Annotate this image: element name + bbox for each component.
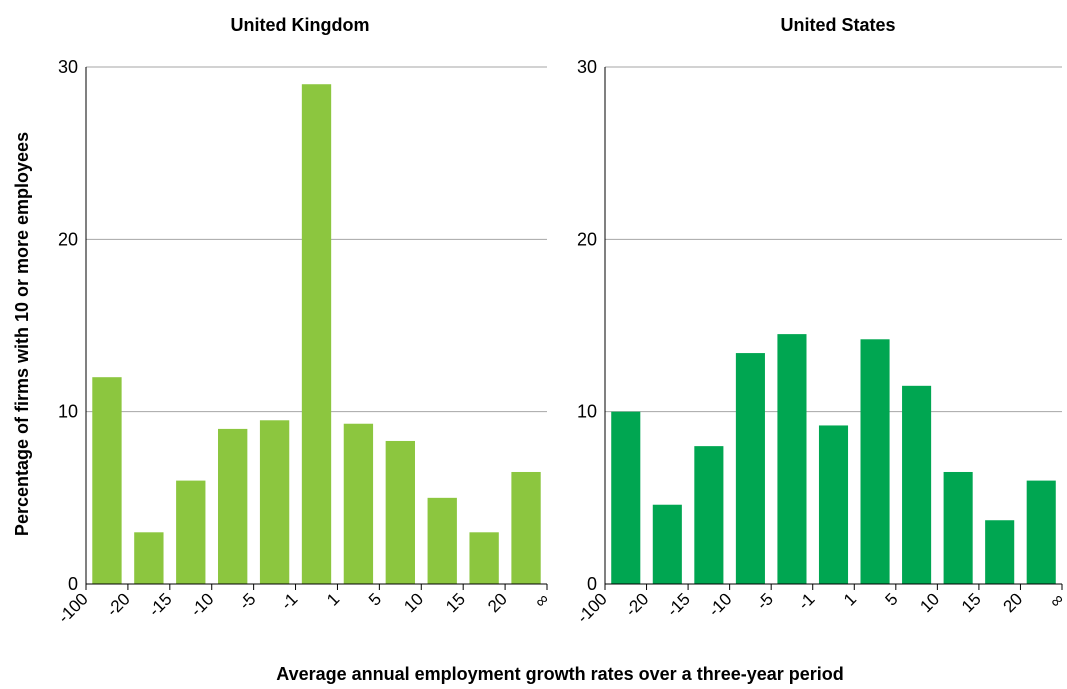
- bar-united-states-1: [611, 411, 641, 584]
- x-tick-label-united-states-6: 1: [840, 589, 860, 609]
- bar-united-kingdom-3: [176, 480, 206, 584]
- y-tick-label-united-kingdom-20: 20: [58, 229, 78, 249]
- y-tick-label-united-states-10: 10: [577, 402, 597, 422]
- panel-title-united-states: United States: [780, 15, 895, 35]
- bar-united-kingdom-8: [385, 440, 415, 584]
- bar-united-states-7: [860, 339, 890, 584]
- x-tick-label-united-kingdom-9: 15: [442, 589, 469, 616]
- x-tick-label-united-kingdom-4: -5: [235, 589, 259, 613]
- bar-united-kingdom-2: [134, 532, 164, 584]
- x-tick-label-united-states-2: -15: [663, 589, 694, 620]
- bar-united-kingdom-1: [92, 377, 122, 584]
- x-tick-label-united-states-1: -20: [622, 589, 653, 620]
- x-tick-label-united-states-7: 5: [882, 589, 902, 609]
- bar-united-states-6: [818, 425, 849, 584]
- x-tick-label-united-states-9: 15: [958, 589, 985, 616]
- y-tick-label-united-states-20: 20: [577, 229, 597, 249]
- y-tick-label-united-kingdom-30: 30: [58, 57, 78, 77]
- x-tick-label-united-states-3: -10: [705, 589, 736, 620]
- x-axis-title: Average annual employment growth rates o…: [276, 664, 844, 684]
- y-axis-title: Percentage of firms with 10 or more empl…: [12, 132, 32, 536]
- bar-united-kingdom-10: [469, 532, 499, 584]
- bar-united-states-8: [902, 385, 932, 584]
- bar-united-kingdom-5: [259, 420, 290, 584]
- bar-united-states-5: [777, 334, 807, 584]
- x-tick-label-united-kingdom-7: 5: [365, 589, 385, 609]
- panel-united-kingdom: United Kingdom 0 10 20 30 -100 -20 -15 -10 -5 -1 1…: [54, 15, 552, 627]
- x-tick-label-united-kingdom-6: 1: [323, 589, 343, 609]
- bar-united-kingdom-6: [301, 84, 332, 584]
- x-tick-label-united-kingdom-8: 10: [400, 589, 427, 616]
- x-tick-label-united-kingdom-2: -15: [145, 589, 176, 620]
- y-tick-label-united-states-0: 0: [587, 574, 597, 594]
- bar-united-states-2: [652, 504, 682, 584]
- x-tick-label-united-states-8: 10: [916, 589, 943, 616]
- bar-united-states-10: [985, 520, 1015, 584]
- bar-united-kingdom-4: [218, 428, 248, 584]
- x-tick-label-united-kingdom-1: -20: [103, 589, 134, 620]
- x-tick-label-united-states-11: ∞: [1046, 589, 1067, 611]
- y-tick-label-united-kingdom-0: 0: [68, 574, 78, 594]
- x-tick-label-united-states-0: -100: [573, 589, 610, 626]
- bar-united-kingdom-9: [427, 497, 457, 584]
- y-tick-label-united-kingdom-10: 10: [58, 402, 78, 422]
- x-tick-label-united-kingdom-11: ∞: [531, 589, 553, 611]
- x-tick-label-united-states-4: -5: [753, 589, 777, 613]
- x-tick-label-united-kingdom-10: 20: [484, 589, 511, 616]
- x-tick-label-united-states-5: -1: [794, 589, 818, 613]
- y-tick-label-united-states-30: 30: [577, 57, 597, 77]
- bar-united-states-3: [694, 446, 724, 584]
- panel-title-united-kingdom: United Kingdom: [231, 15, 370, 35]
- bar-united-states-11: [1026, 480, 1056, 584]
- x-tick-label-united-kingdom-3: -10: [187, 589, 218, 620]
- bar-united-states-9: [943, 471, 973, 584]
- x-tick-label-united-states-10: 20: [999, 589, 1026, 616]
- bar-united-kingdom-7: [343, 423, 374, 584]
- bar-united-states-4: [735, 353, 765, 584]
- x-tick-label-united-kingdom-0: -100: [54, 589, 91, 626]
- x-tick-label-united-kingdom-5: -1: [277, 589, 301, 613]
- bar-united-kingdom-11: [511, 471, 541, 584]
